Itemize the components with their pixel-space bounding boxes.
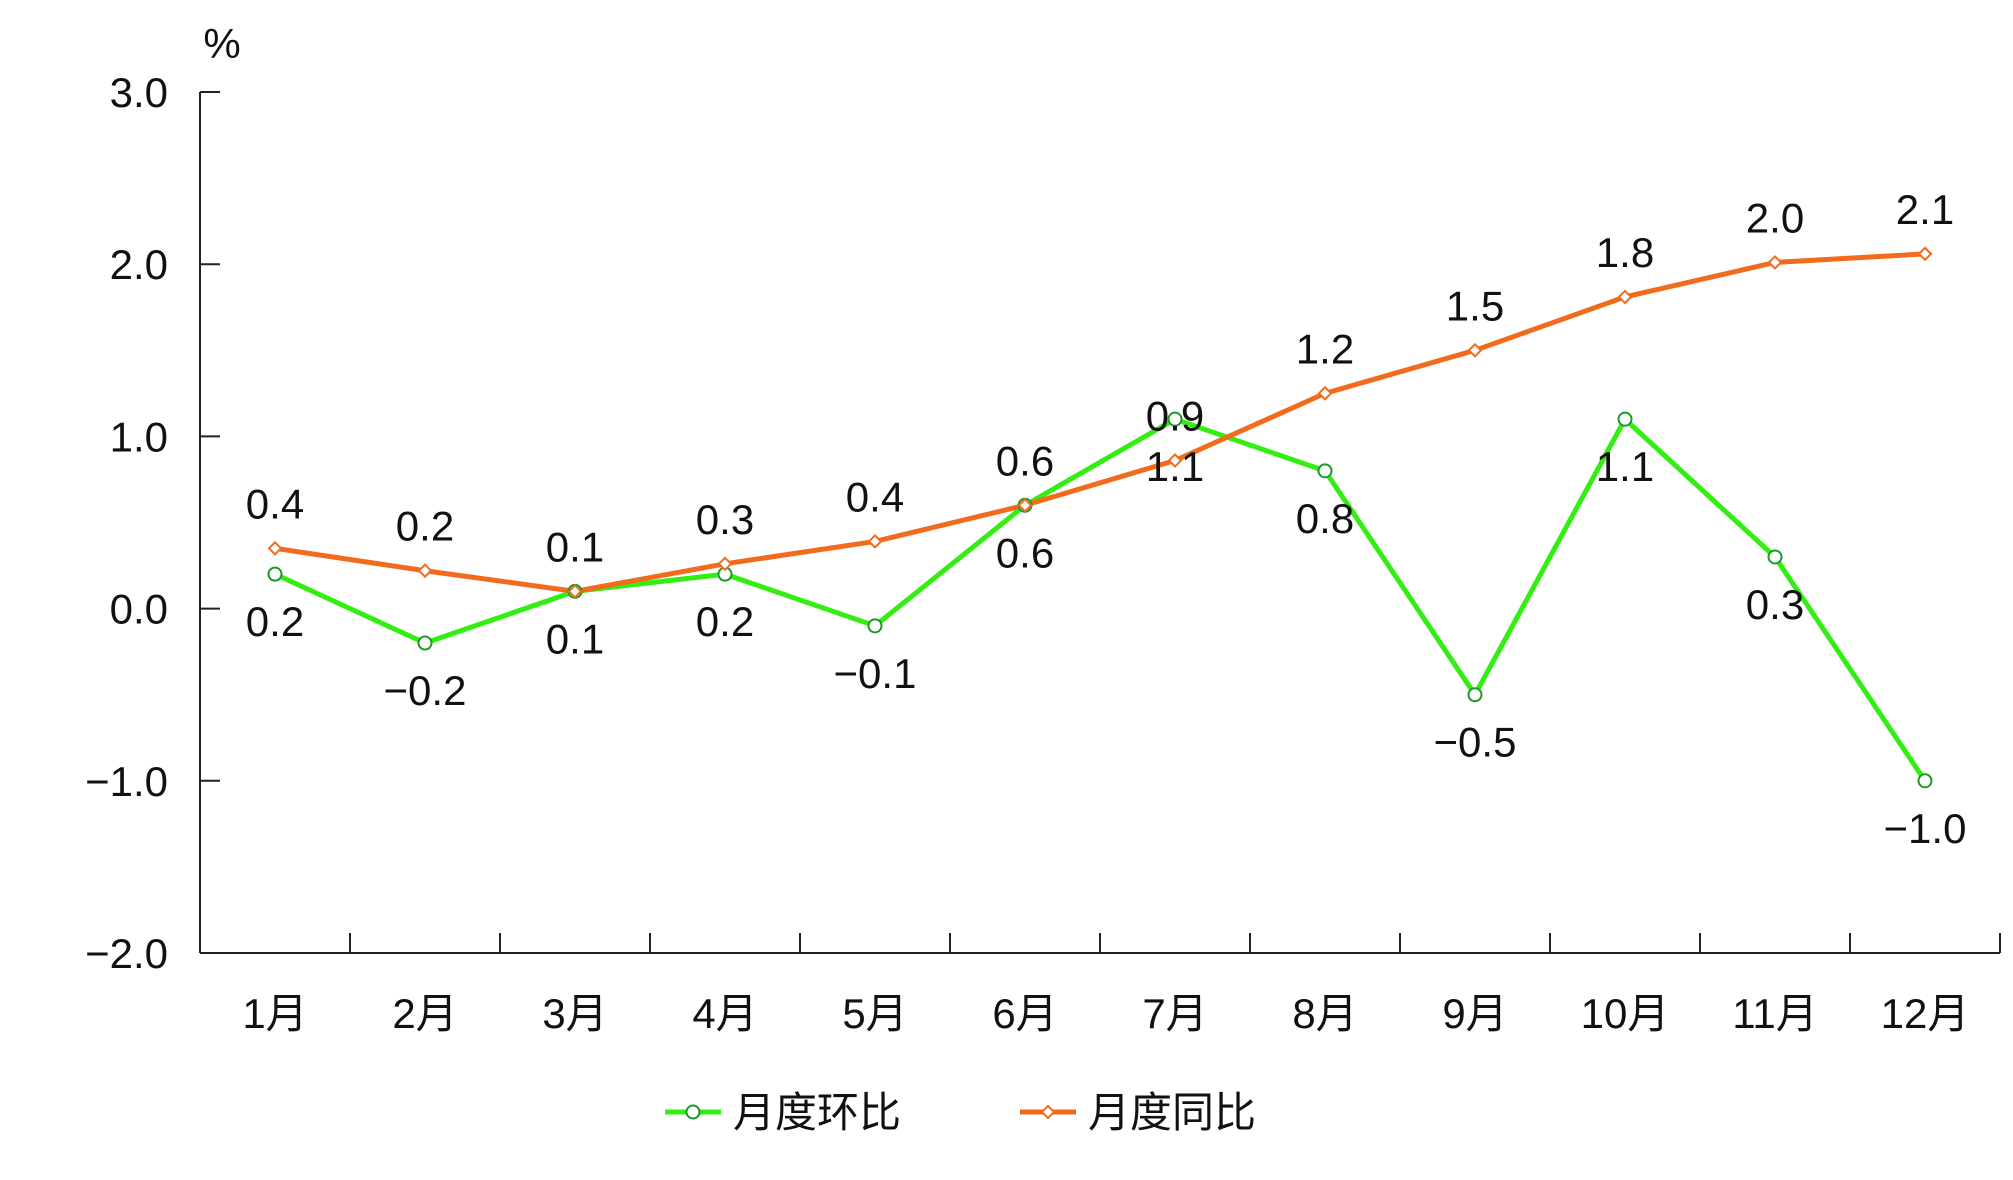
legend-marker — [685, 1104, 701, 1120]
x-tick-label: 11月 — [1732, 990, 1818, 1037]
x-tick-label: 7月 — [1142, 990, 1207, 1037]
y-tick-label: 3.0 — [110, 69, 168, 116]
data-label: −0.1 — [834, 650, 917, 697]
y-tick-label: −2.0 — [85, 930, 168, 977]
data-point — [1617, 289, 1633, 305]
data-label: 1.1 — [1596, 443, 1654, 490]
x-tick-label: 9月 — [1442, 990, 1507, 1037]
data-label: 1.5 — [1446, 282, 1504, 329]
legend: 月度环比 月度同比 — [665, 1089, 1256, 1136]
axes: −2.0 −1.0 0.0 1.0 2.0 3.0 1月 2月 3月 4月 5月 6月 7月 8月 9月 10… — [85, 69, 2001, 1037]
data-point — [1617, 411, 1633, 427]
series-line-1 — [273, 416, 1928, 783]
x-tick-label: 8月 — [1292, 990, 1357, 1037]
data-point — [1317, 463, 1333, 479]
data-label: 2.1 — [1896, 186, 1954, 233]
data-point — [867, 534, 883, 549]
y-tick-label: 1.0 — [110, 413, 168, 460]
data-point — [1917, 246, 1933, 262]
data-label: 0.1 — [546, 523, 604, 570]
data-point — [1767, 255, 1783, 270]
x-tick-label: 3月 — [542, 990, 607, 1037]
data-label: 0.8 — [1296, 495, 1354, 542]
data-point — [417, 563, 433, 579]
x-tick-label: 12月 — [1881, 990, 1970, 1037]
data-point — [1017, 497, 1033, 513]
series-line-2 — [274, 251, 1926, 594]
legend-marker — [1040, 1104, 1056, 1120]
data-label: 1.2 — [1296, 325, 1354, 372]
x-tick-label: 5月 — [842, 990, 907, 1037]
data-point — [867, 618, 883, 634]
series-layer — [267, 246, 1933, 789]
data-label: 0.4 — [246, 480, 304, 527]
data-point — [1917, 773, 1933, 789]
data-label: 0.2 — [696, 598, 754, 645]
data-point — [267, 566, 283, 582]
data-point — [1167, 411, 1183, 427]
data-label: 0.2 — [246, 598, 304, 645]
data-point — [1767, 549, 1783, 565]
data-point — [1467, 687, 1483, 703]
data-label: −1.0 — [1884, 805, 1967, 852]
data-label: 0.6 — [996, 437, 1054, 484]
data-labels: 0.2 −0.2 0.1 0.2 −0.1 0.6 1.1 0.8 −0.5 1.1 0.3 −1.0… — [246, 186, 1967, 852]
data-point — [567, 583, 583, 599]
data-point — [1167, 453, 1183, 468]
data-label: 0.9 — [1146, 393, 1204, 440]
data-label: 1.8 — [1596, 229, 1654, 276]
data-point — [417, 635, 433, 651]
data-label: −0.5 — [1434, 719, 1517, 766]
y-tick-label: −1.0 — [85, 758, 168, 805]
data-label: 0.2 — [396, 503, 454, 550]
data-label: 0.1 — [546, 615, 604, 662]
data-point — [1317, 385, 1333, 401]
data-point — [267, 540, 283, 556]
data-label: 0.6 — [996, 529, 1054, 576]
x-tick-label: 4月 — [692, 990, 757, 1037]
data-label: 0.4 — [846, 473, 904, 520]
data-label: −0.2 — [384, 667, 467, 714]
y-tick-label: 0.0 — [110, 586, 168, 633]
x-tick-label: 2月 — [392, 990, 457, 1037]
legend-label: 月度同比 — [1088, 1089, 1256, 1136]
data-label: 2.0 — [1746, 194, 1804, 241]
data-label: 0.3 — [696, 496, 754, 543]
data-point — [717, 556, 733, 572]
data-label: 1.1 — [1146, 443, 1204, 490]
data-point — [1467, 342, 1483, 358]
y-tick-label: 2.0 — [110, 241, 168, 288]
x-tick-label: 10月 — [1581, 990, 1670, 1037]
y-unit-label: % — [203, 20, 240, 67]
legend-label: 月度环比 — [733, 1089, 901, 1136]
x-tick-label: 1月 — [242, 990, 307, 1037]
data-label: 0.3 — [1746, 581, 1804, 628]
x-tick-label: 6月 — [992, 990, 1057, 1037]
